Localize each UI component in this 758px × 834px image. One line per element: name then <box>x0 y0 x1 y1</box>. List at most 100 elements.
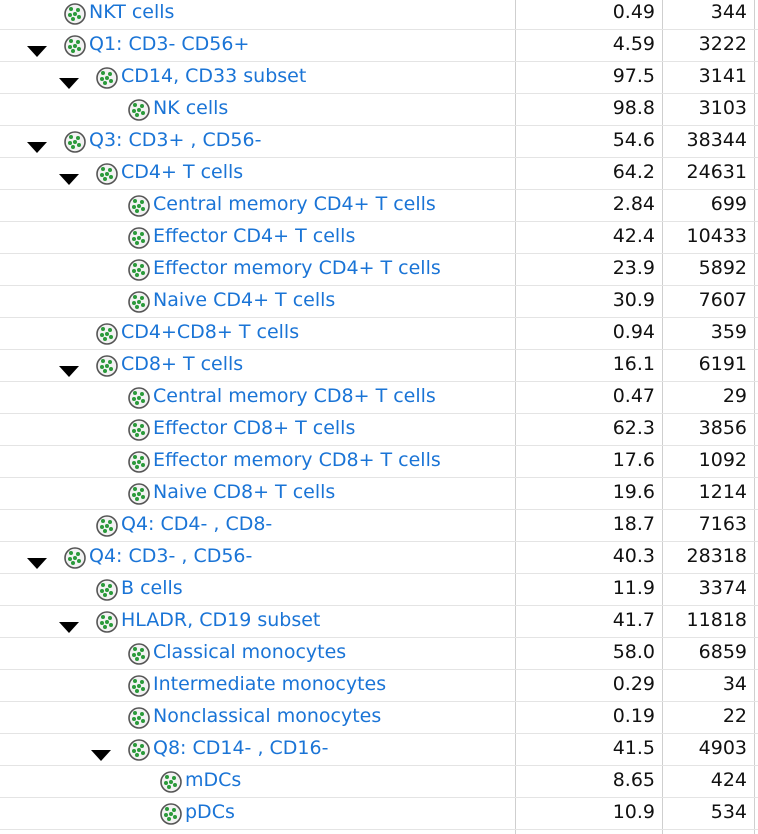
count: 34 <box>722 673 747 695</box>
population-name[interactable]: Q1: CD3- CD56+ <box>89 33 250 55</box>
count: 6191 <box>698 353 747 375</box>
population-name[interactable]: Q4: CD4- , CD8- <box>121 513 273 535</box>
population-name[interactable]: CD8+ T cells <box>121 353 244 375</box>
count: 28318 <box>686 545 747 567</box>
population-name[interactable]: Q8: CD14- , CD16- <box>153 737 329 759</box>
frequency: 0.47 <box>612 385 655 407</box>
tree-row[interactable]: Naive CD8+ T cells 19.6 1214 <box>0 478 758 510</box>
expand-triangle[interactable] <box>91 748 113 762</box>
population-name[interactable]: HLADR, CD19 subset <box>121 609 321 631</box>
count: 3141 <box>698 65 747 87</box>
gate-icon <box>64 547 86 569</box>
tree-row[interactable]: Nonclassical monocytes 0.19 22 <box>0 702 758 734</box>
tree-row[interactable]: Q8: CD14- , CD16- 41.5 4903 <box>0 734 758 766</box>
population-name[interactable]: Q3: CD3+ , CD56- <box>89 129 262 151</box>
frequency: 23.9 <box>612 257 655 279</box>
count: 6859 <box>698 641 747 663</box>
gate-icon <box>128 483 150 505</box>
population-name[interactable]: pDCs <box>185 801 235 823</box>
frequency: 54.6 <box>612 129 655 151</box>
tree-row[interactable]: CD4+ T cells 64.2 24631 <box>0 158 758 190</box>
gate-icon <box>96 611 118 633</box>
frequency: 64.2 <box>612 161 655 183</box>
frequency: 97.5 <box>612 65 655 87</box>
column-divider <box>515 0 516 834</box>
population-name[interactable]: NKT cells <box>89 1 175 23</box>
tree-row[interactable]: Intermediate monocytes 0.29 34 <box>0 670 758 702</box>
gate-icon <box>128 291 150 313</box>
population-name[interactable]: Effector CD8+ T cells <box>153 417 356 439</box>
population-name[interactable]: Effector memory CD4+ T cells <box>153 257 441 279</box>
tree-row[interactable]: CD8+ T cells 16.1 6191 <box>0 350 758 382</box>
gate-icon <box>128 451 150 473</box>
gate-icon <box>128 675 150 697</box>
tree-row[interactable]: HLADR, CD19 subset 41.7 11818 <box>0 606 758 638</box>
frequency: 16.1 <box>612 353 655 375</box>
frequency: 0.49 <box>612 1 655 23</box>
frequency: 11.9 <box>612 577 655 599</box>
population-name[interactable]: Naive CD4+ T cells <box>153 289 336 311</box>
tree-row[interactable]: B cells 11.9 3374 <box>0 574 758 606</box>
frequency: 41.5 <box>612 737 655 759</box>
population-name[interactable]: Naive CD8+ T cells <box>153 481 336 503</box>
tree-row[interactable]: Q3: CD3+ , CD56- 54.6 38344 <box>0 126 758 158</box>
tree-row[interactable]: mDCs 8.65 424 <box>0 766 758 798</box>
gate-icon <box>128 707 150 729</box>
count: 359 <box>710 321 747 343</box>
expand-triangle[interactable] <box>59 172 81 186</box>
tree-row[interactable]: Effector CD4+ T cells 42.4 10433 <box>0 222 758 254</box>
expand-triangle[interactable] <box>27 44 49 58</box>
frequency: 42.4 <box>612 225 655 247</box>
expand-triangle[interactable] <box>59 76 81 90</box>
population-name[interactable]: Effector memory CD8+ T cells <box>153 449 441 471</box>
tree-row[interactable]: Q4: CD4- , CD8- 18.7 7163 <box>0 510 758 542</box>
tree-row[interactable]: CD4+CD8+ T cells 0.94 359 <box>0 318 758 350</box>
tree-row[interactable]: Effector memory CD8+ T cells 17.6 1092 <box>0 446 758 478</box>
gate-icon <box>64 131 86 153</box>
population-name[interactable]: Effector CD4+ T cells <box>153 225 356 247</box>
frequency: 30.9 <box>612 289 655 311</box>
tree-row[interactable]: Effector CD8+ T cells 62.3 3856 <box>0 414 758 446</box>
tree-row[interactable]: NK cells 98.8 3103 <box>0 94 758 126</box>
frequency: 2.84 <box>612 193 655 215</box>
count: 3374 <box>698 577 747 599</box>
population-name[interactable]: CD4+ T cells <box>121 161 244 183</box>
count: 38344 <box>686 129 747 151</box>
expand-triangle[interactable] <box>27 556 49 570</box>
tree-row[interactable]: Q1: CD3- CD56+ 4.59 3222 <box>0 30 758 62</box>
population-name[interactable]: B cells <box>121 577 183 599</box>
population-name[interactable]: Central memory CD4+ T cells <box>153 193 436 215</box>
count: 29 <box>722 385 747 407</box>
frequency: 0.29 <box>612 673 655 695</box>
population-name[interactable]: Classical monocytes <box>153 641 347 663</box>
tree-row[interactable]: Effector memory CD4+ T cells 23.9 5892 <box>0 254 758 286</box>
gate-icon <box>64 35 86 57</box>
population-name[interactable]: CD14, CD33 subset <box>121 65 307 87</box>
tree-row[interactable]: Naive CD4+ T cells 30.9 7607 <box>0 286 758 318</box>
gate-icon <box>128 259 150 281</box>
population-name[interactable]: Nonclassical monocytes <box>153 705 382 727</box>
tree-row[interactable]: Central memory CD8+ T cells 0.47 29 <box>0 382 758 414</box>
frequency: 58.0 <box>612 641 655 663</box>
gate-icon <box>64 3 86 25</box>
expand-triangle[interactable] <box>59 620 81 634</box>
expand-triangle[interactable] <box>27 140 49 154</box>
population-name[interactable]: NK cells <box>153 97 229 119</box>
gate-icon <box>128 387 150 409</box>
population-name[interactable]: Q4: CD3- , CD56- <box>89 545 253 567</box>
frequency: 0.19 <box>612 705 655 727</box>
expand-triangle[interactable] <box>59 364 81 378</box>
tree-row[interactable]: CD14, CD33 subset 97.5 3141 <box>0 62 758 94</box>
tree-row[interactable]: Central memory CD4+ T cells 2.84 699 <box>0 190 758 222</box>
tree-row[interactable]: Q4: CD3- , CD56- 40.3 28318 <box>0 542 758 574</box>
frequency: 98.8 <box>612 97 655 119</box>
tree-row[interactable]: NKT cells 0.49 344 <box>0 0 758 30</box>
population-name[interactable]: mDCs <box>185 769 242 791</box>
frequency: 0.94 <box>612 321 655 343</box>
population-name[interactable]: Intermediate monocytes <box>153 673 387 695</box>
population-name[interactable]: CD4+CD8+ T cells <box>121 321 300 343</box>
tree-row[interactable]: Classical monocytes 58.0 6859 <box>0 638 758 670</box>
tree-row[interactable]: pDCs 10.9 534 <box>0 798 758 830</box>
population-name[interactable]: Central memory CD8+ T cells <box>153 385 436 407</box>
